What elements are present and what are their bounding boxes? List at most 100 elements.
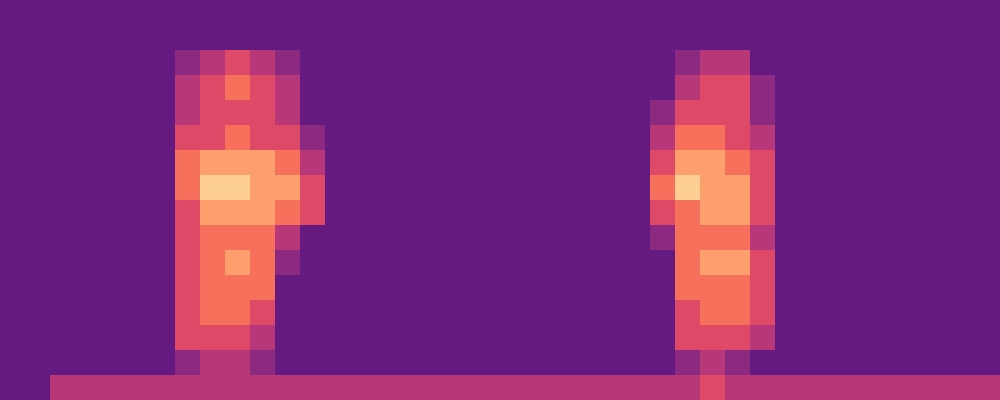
heat-cell (675, 325, 701, 351)
heat-cell (700, 225, 726, 251)
heat-cell (25, 325, 51, 351)
heat-cell (800, 175, 826, 201)
heat-cell (275, 325, 301, 351)
heat-cell (225, 125, 251, 151)
heat-cell (775, 100, 801, 126)
heat-cell (575, 375, 601, 400)
heat-cell (800, 300, 826, 326)
heat-cell (450, 275, 476, 301)
heat-cell (850, 350, 876, 376)
heat-cell (775, 275, 801, 301)
heat-cell (725, 75, 751, 101)
heat-cell (800, 325, 826, 351)
heat-cell (900, 250, 926, 276)
heat-cell (850, 75, 876, 101)
heat-cell (575, 250, 601, 276)
heat-cell (775, 25, 801, 51)
heat-cell (525, 150, 551, 176)
heat-cell (850, 0, 876, 26)
heat-cell (100, 300, 126, 326)
heat-cell (650, 150, 676, 176)
heat-cell (525, 350, 551, 376)
heat-cell (725, 50, 751, 76)
heat-cell (450, 200, 476, 226)
heat-cell (925, 225, 951, 251)
heat-cell (900, 225, 926, 251)
heat-cell (575, 100, 601, 126)
heat-cell (525, 125, 551, 151)
heat-cell (775, 175, 801, 201)
cell-row (0, 25, 1000, 51)
heat-cell (775, 75, 801, 101)
heat-cell (750, 300, 776, 326)
heat-cell (675, 200, 701, 226)
heat-cell (175, 375, 201, 400)
heat-cell (325, 200, 351, 226)
heat-cell (75, 250, 101, 276)
heat-cell (175, 250, 201, 276)
heat-cell (825, 250, 851, 276)
heat-cell (950, 175, 976, 201)
heat-cell (575, 150, 601, 176)
heat-cell (25, 275, 51, 301)
heat-cell (750, 0, 776, 26)
heat-cell (800, 200, 826, 226)
heat-cell (650, 325, 676, 351)
heat-cell (25, 200, 51, 226)
heat-cell (50, 250, 76, 276)
heat-cell (175, 325, 201, 351)
heat-cell (225, 75, 251, 101)
heat-cell (0, 100, 26, 126)
heat-cell (950, 75, 976, 101)
heat-cell (950, 375, 976, 400)
heat-cell (725, 375, 751, 400)
heat-cell (725, 225, 751, 251)
heat-cell (75, 325, 101, 351)
heat-cell (300, 250, 326, 276)
heat-cell (150, 325, 176, 351)
heat-cell (350, 175, 376, 201)
heat-cell (125, 125, 151, 151)
heat-cell (150, 150, 176, 176)
heat-cell (700, 100, 726, 126)
heat-cell (825, 50, 851, 76)
heat-cell (875, 75, 901, 101)
heat-cell (625, 200, 651, 226)
heat-cell (975, 250, 1000, 276)
heat-cell (150, 250, 176, 276)
heat-cell (150, 50, 176, 76)
cell-row (0, 300, 1000, 326)
heat-cell (25, 25, 51, 51)
heat-cell (400, 150, 426, 176)
heat-cell (475, 175, 501, 201)
heat-cell (825, 175, 851, 201)
heat-cell (175, 100, 201, 126)
heat-cell (750, 375, 776, 400)
heat-cell (500, 75, 526, 101)
heat-cell (625, 300, 651, 326)
heat-cell (925, 50, 951, 76)
heat-cell (425, 175, 451, 201)
heat-cell (825, 200, 851, 226)
heat-cell (775, 325, 801, 351)
heat-cell (50, 0, 76, 26)
heat-cell (775, 125, 801, 151)
heat-cell (150, 300, 176, 326)
heat-cell (725, 300, 751, 326)
heat-cell (450, 25, 476, 51)
heat-cell (475, 75, 501, 101)
heat-cell (650, 175, 676, 201)
heat-cell (700, 300, 726, 326)
heat-cell (250, 25, 276, 51)
heat-cell (850, 150, 876, 176)
heat-cell (575, 275, 601, 301)
heat-cell (200, 225, 226, 251)
heat-cell (475, 150, 501, 176)
heat-cell (0, 275, 26, 301)
heat-cell (825, 150, 851, 176)
heat-cell (375, 125, 401, 151)
heat-cell (675, 50, 701, 76)
heat-cell (700, 150, 726, 176)
heat-cell (425, 50, 451, 76)
heat-cell (875, 100, 901, 126)
